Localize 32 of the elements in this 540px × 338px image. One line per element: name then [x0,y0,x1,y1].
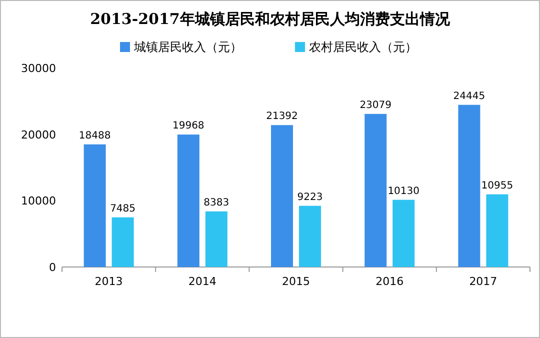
y-tick-label: 0 [49,261,56,274]
x-tick-label: 2016 [376,275,404,288]
legend-label: 城镇居民收入（元） [133,40,242,54]
bar [205,211,228,267]
chart-title: 2013-2017年城镇居民和农村居民人均消费支出情况 [90,10,451,28]
data-label: 8383 [204,197,230,208]
legend-label: 农村居民收入（元） [309,40,417,54]
data-label: 23079 [360,100,392,111]
y-tick-label: 20000 [21,128,56,142]
x-tick-label: 2017 [469,275,498,288]
bar [84,144,106,267]
x-tick-label: 2013 [94,275,123,288]
data-label: 10955 [481,180,514,192]
data-label: 18488 [78,130,111,142]
data-label: 24445 [453,90,486,102]
bar [458,104,480,267]
data-label: 10130 [388,186,420,197]
data-label: 21392 [266,111,298,122]
x-tick-label: 2015 [282,275,310,288]
bar [392,200,415,267]
data-label: 7485 [110,203,136,214]
x-tick-label: 2014 [188,275,216,288]
bar [486,194,508,267]
bar [112,217,134,267]
bar [299,206,321,267]
data-label: 19968 [172,120,204,132]
y-tick-label: 30000 [21,62,56,75]
bar [271,125,293,267]
bar [364,114,387,267]
bar [177,134,200,267]
data-label: 9223 [297,192,323,203]
y-tick-label: 10000 [21,194,56,208]
